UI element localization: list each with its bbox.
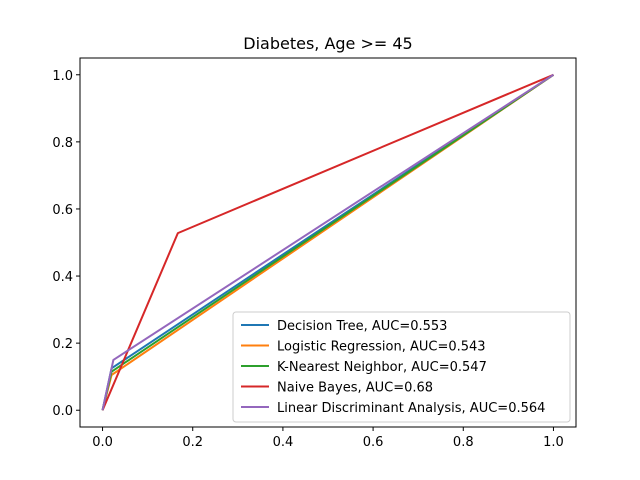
chart-title: Diabetes, Age >= 45: [243, 34, 412, 53]
y-axis: 0.0 0.2 0.4 0.6 0.8 1.0: [52, 69, 80, 419]
legend-label: Linear Discriminant Analysis, AUC=0.564: [277, 401, 545, 416]
y-tick-label: 0.0: [52, 404, 73, 419]
y-tick-label: 0.2: [52, 337, 73, 352]
y-tick-label: 0.8: [52, 136, 73, 151]
x-tick-label: 0.8: [453, 435, 474, 450]
series-line: [101, 73, 554, 411]
legend-label: K-Nearest Neighbor, AUC=0.547: [277, 360, 487, 375]
x-tick-label: 0.2: [182, 435, 203, 450]
plot-area: [101, 73, 555, 411]
legend-label: Logistic Regression, AUC=0.543: [277, 340, 486, 355]
legend-box: [232, 311, 571, 423]
x-axis: 0.0 0.2 0.4 0.6 0.8 1.0: [92, 427, 564, 450]
legend-label: Naive Bayes, AUC=0.68: [277, 381, 433, 396]
legend: Decision Tree, AUC=0.553 Logistic Regress…: [232, 311, 571, 423]
x-tick-label: 0.6: [363, 435, 384, 450]
axes-frame: [79, 57, 577, 428]
x-tick-label: 0.4: [273, 435, 294, 450]
x-tick-label: 1.0: [543, 435, 564, 450]
y-tick-label: 1.0: [52, 69, 73, 84]
y-tick-label: 0.6: [52, 203, 73, 218]
x-tick-label: 0.0: [92, 435, 113, 450]
legend-label: Decision Tree, AUC=0.553: [277, 319, 447, 334]
y-tick-label: 0.4: [52, 270, 73, 285]
